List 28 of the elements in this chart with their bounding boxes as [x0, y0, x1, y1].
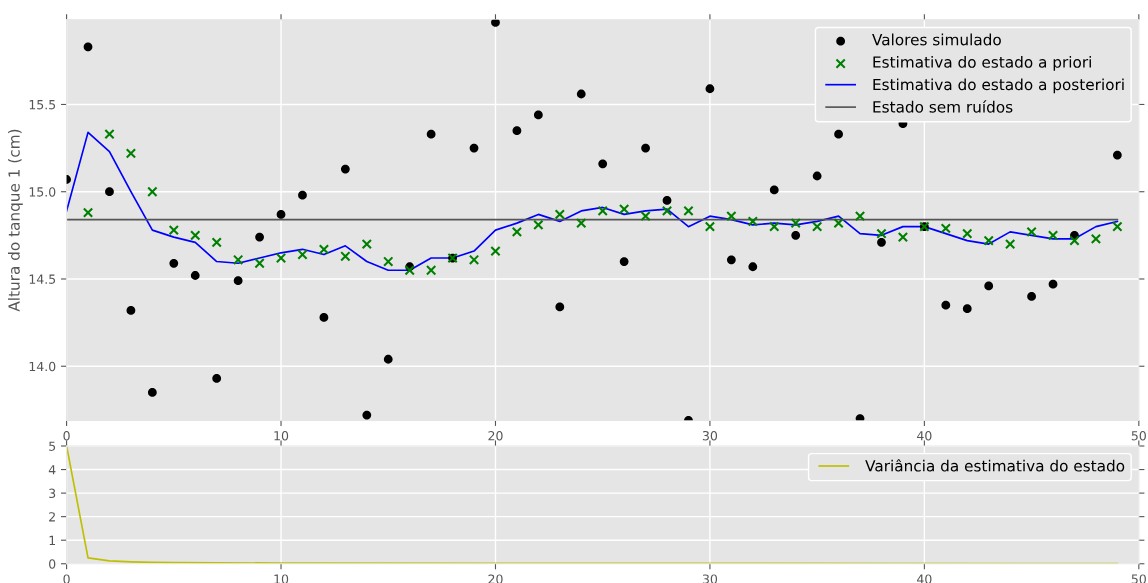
y-tick-label: 2 [49, 512, 55, 522]
legend-label: Estimativa do estado a priori [873, 56, 1091, 71]
x-tick-label: 0 [63, 574, 70, 583]
x-tick-label: 10 [274, 430, 289, 441]
x-tick-label: 0 [63, 430, 70, 441]
legend-label: Estimativa do estado a posteriori [873, 78, 1124, 94]
y-tick-label: 15.5 [29, 100, 56, 110]
x-tick-label: 50 [1131, 430, 1146, 441]
x-tick-label: 10 [274, 574, 289, 583]
legend-label: Variância da estimativa do estado [865, 459, 1125, 472]
y-tick-label: 14.0 [29, 361, 56, 372]
x-tick-label: 50 [1131, 574, 1146, 583]
x-tick-label: 20 [488, 430, 503, 441]
x-tick-label: 30 [702, 430, 718, 441]
y-tick-label: 3 [49, 488, 56, 499]
y-tick-label: 14.5 [29, 274, 56, 284]
y-tick-label: 1 [49, 535, 56, 545]
legend-label: Valores simulado [872, 33, 1001, 46]
y-tick-label: 15.0 [29, 187, 56, 197]
y-tick-label: 0 [49, 559, 56, 569]
y-tick-label: 4 [48, 465, 56, 475]
x-tick-label: 30 [702, 574, 718, 583]
legend-label: Estado sem ruídos [873, 100, 1013, 113]
x-tick-label: 40 [917, 430, 932, 441]
y-tick-label: 5 [49, 441, 56, 451]
x-tick-label: 40 [917, 574, 932, 583]
x-tick-label: 20 [488, 574, 503, 583]
y-axis-title: Altura do tanque 1 (cm) [7, 129, 23, 312]
